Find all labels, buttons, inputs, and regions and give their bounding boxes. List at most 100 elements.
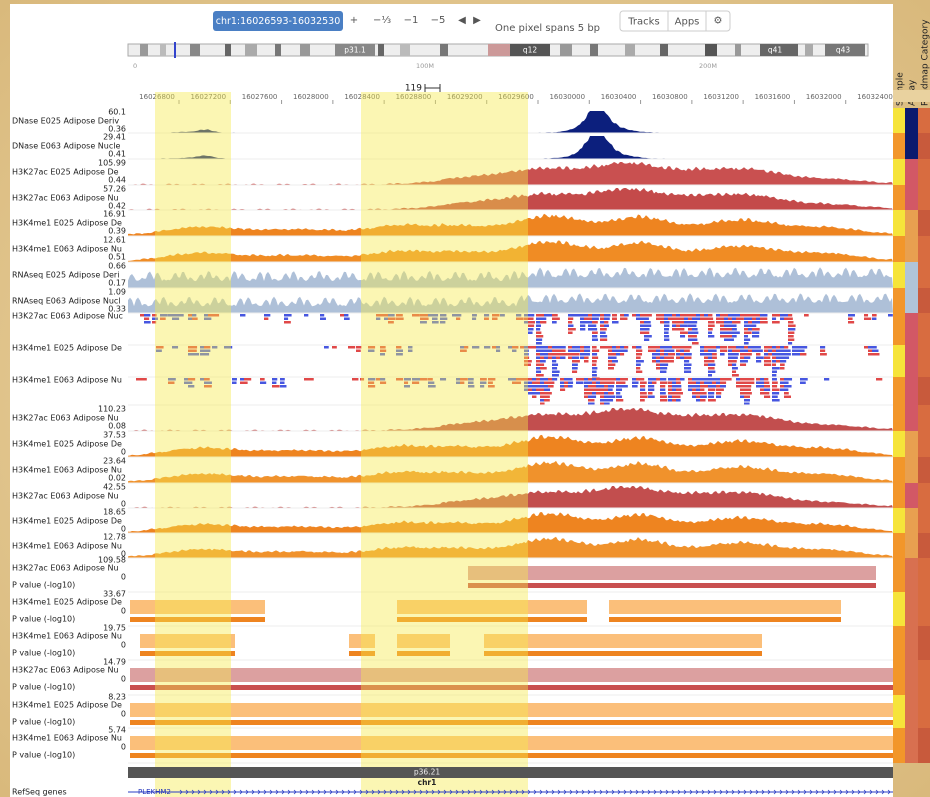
read: [440, 317, 448, 320]
cytoband: [225, 44, 231, 56]
zoom-in[interactable]: +: [350, 15, 358, 26]
track-label: H3K4me1 E025 Adipose De: [12, 517, 122, 526]
read: [608, 356, 615, 359]
read: [768, 353, 774, 356]
read: [380, 381, 387, 384]
read: [704, 385, 710, 388]
read: [536, 324, 541, 327]
read: [592, 324, 597, 327]
pan-left[interactable]: ◀: [458, 15, 466, 26]
signal: [128, 460, 893, 483]
read: [496, 349, 501, 352]
read: [684, 363, 692, 366]
read: [536, 385, 542, 388]
read: [592, 374, 597, 377]
read: [544, 353, 550, 356]
read: [488, 378, 496, 381]
ruler-label: 16029200: [447, 93, 483, 101]
read: [460, 378, 468, 381]
sample-cell: [893, 133, 905, 159]
read: [600, 338, 608, 341]
read: [724, 335, 732, 338]
read: [264, 314, 271, 317]
settings[interactable]: ⚙: [714, 16, 723, 27]
read: [532, 346, 540, 349]
sample-cell: [893, 695, 905, 728]
ruler-label: 16027200: [190, 93, 226, 101]
read: [700, 381, 706, 384]
read: [244, 378, 252, 381]
locus[interactable]: chr1:16026593-16032530: [216, 16, 341, 27]
read: [632, 385, 638, 388]
read: [640, 378, 645, 381]
read: [376, 378, 382, 381]
read: [596, 388, 601, 391]
sample-cell: [893, 483, 905, 508]
read: [528, 392, 535, 395]
zoom-out-1[interactable]: −1: [404, 15, 419, 26]
cytoband: [825, 44, 865, 56]
read: [604, 321, 609, 324]
apps-menu[interactable]: Apps: [675, 17, 700, 28]
assay-cell: [905, 695, 918, 728]
read: [604, 392, 610, 395]
zoom-out-5[interactable]: −5: [431, 15, 446, 26]
read: [672, 399, 678, 402]
read: [664, 317, 670, 320]
read: [608, 367, 614, 370]
pan-right[interactable]: ▶: [473, 15, 481, 26]
read: [676, 392, 683, 395]
read: [200, 346, 207, 349]
peak-region: [468, 566, 876, 580]
zoom-out-third[interactable]: −⅓: [373, 15, 391, 26]
read: [280, 385, 287, 388]
read: [568, 346, 574, 349]
read: [672, 378, 680, 381]
read: [552, 346, 557, 349]
tracks-menu[interactable]: Tracks: [627, 17, 659, 28]
read: [556, 349, 562, 352]
read: [712, 356, 717, 359]
read: [700, 314, 707, 317]
read: [732, 374, 739, 377]
track-max: 37.53: [103, 431, 126, 440]
read: [692, 381, 698, 384]
read: [540, 346, 546, 349]
highlight-region[interactable]: [155, 92, 231, 797]
read: [720, 324, 725, 327]
read: [664, 328, 669, 331]
read: [564, 385, 569, 388]
read: [616, 385, 621, 388]
read: [708, 335, 715, 338]
read: [348, 346, 356, 349]
read: [528, 385, 536, 388]
highlight-region[interactable]: [361, 92, 528, 797]
read: [524, 349, 529, 352]
track-sublabel: P value (-log10): [12, 718, 75, 727]
read: [564, 381, 571, 384]
read: [608, 388, 613, 391]
read: [584, 360, 589, 363]
read: [668, 346, 676, 349]
read: [720, 346, 728, 349]
read: [636, 378, 642, 381]
read: [560, 353, 568, 356]
read: [696, 392, 703, 395]
read: [784, 317, 790, 320]
read: [556, 353, 563, 356]
read: [536, 346, 544, 349]
read: [872, 317, 877, 320]
locus-box[interactable]: [213, 11, 343, 31]
read: [660, 392, 666, 395]
read: [600, 402, 607, 405]
gene-name[interactable]: PLEKHM2: [138, 788, 171, 796]
read: [396, 317, 404, 320]
read: [588, 385, 595, 388]
read: [748, 317, 756, 320]
track-max: 8.23: [108, 693, 126, 702]
read: [536, 331, 542, 334]
read: [776, 349, 781, 352]
read: [664, 331, 669, 334]
read: [644, 324, 652, 327]
read: [608, 392, 614, 395]
